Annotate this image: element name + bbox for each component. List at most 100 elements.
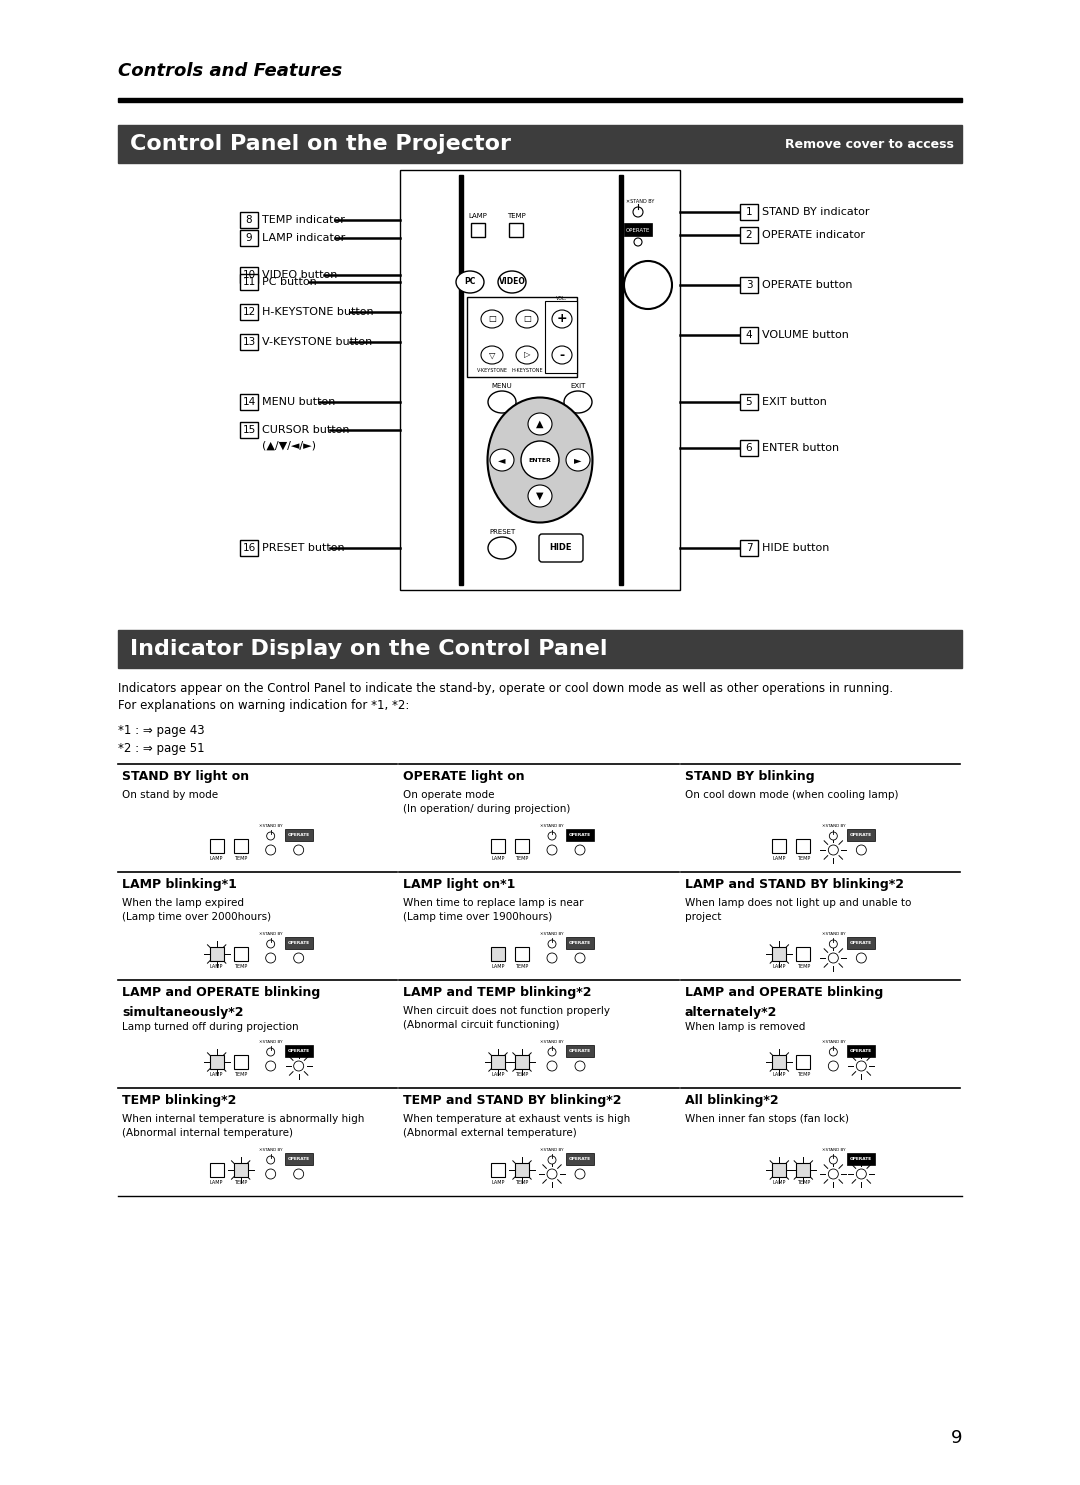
FancyBboxPatch shape bbox=[539, 535, 583, 561]
FancyBboxPatch shape bbox=[566, 829, 594, 841]
Circle shape bbox=[267, 832, 274, 841]
Circle shape bbox=[856, 1169, 866, 1179]
Text: ✕STAND BY: ✕STAND BY bbox=[540, 1040, 564, 1044]
Text: STAND BY blinking: STAND BY blinking bbox=[685, 771, 814, 783]
Text: ENTER button: ENTER button bbox=[762, 443, 839, 453]
Text: PRESET: PRESET bbox=[489, 529, 515, 535]
Text: 5: 5 bbox=[745, 396, 753, 407]
Text: 3: 3 bbox=[745, 281, 753, 290]
Text: ✕STAND BY: ✕STAND BY bbox=[540, 824, 564, 829]
Bar bbox=[459, 175, 462, 585]
Text: TEMP: TEMP bbox=[515, 1072, 528, 1077]
Text: ▽: ▽ bbox=[489, 350, 496, 359]
Ellipse shape bbox=[566, 448, 590, 471]
Text: 1: 1 bbox=[745, 206, 753, 217]
Circle shape bbox=[634, 238, 642, 247]
Text: STAND BY light on: STAND BY light on bbox=[122, 771, 249, 783]
Bar bbox=[240, 275, 258, 290]
Circle shape bbox=[829, 1048, 837, 1056]
Bar bbox=[740, 327, 758, 343]
Circle shape bbox=[575, 845, 585, 855]
Text: All blinking*2: All blinking*2 bbox=[685, 1094, 779, 1106]
FancyBboxPatch shape bbox=[285, 829, 313, 841]
Text: PC: PC bbox=[464, 278, 475, 287]
Text: OPERATE: OPERATE bbox=[569, 1048, 591, 1053]
Text: ✕STAND BY: ✕STAND BY bbox=[626, 199, 654, 203]
Text: OPERATE: OPERATE bbox=[287, 833, 310, 838]
Text: ►: ► bbox=[575, 454, 582, 465]
Circle shape bbox=[828, 1060, 838, 1071]
Text: 14: 14 bbox=[242, 396, 256, 407]
Circle shape bbox=[548, 1048, 556, 1056]
Text: (Abnormal circuit functioning): (Abnormal circuit functioning) bbox=[403, 1020, 559, 1031]
FancyBboxPatch shape bbox=[566, 1045, 594, 1057]
Text: OPERATE: OPERATE bbox=[287, 941, 310, 944]
Text: TEMP: TEMP bbox=[234, 1072, 247, 1077]
Text: HIDE: HIDE bbox=[550, 544, 572, 552]
Circle shape bbox=[266, 1169, 275, 1179]
Text: LAMP: LAMP bbox=[210, 1181, 224, 1185]
Circle shape bbox=[294, 1060, 303, 1071]
Text: 10: 10 bbox=[242, 270, 256, 281]
Text: For explanations on warning indication for *1, *2:: For explanations on warning indication f… bbox=[118, 699, 409, 711]
Text: On stand by mode: On stand by mode bbox=[122, 790, 218, 800]
Text: *2 : ⇒ page 51: *2 : ⇒ page 51 bbox=[118, 742, 204, 754]
Text: MENU: MENU bbox=[491, 383, 512, 389]
Text: V-KEYSTONE: V-KEYSTONE bbox=[476, 368, 508, 373]
Bar bbox=[619, 175, 622, 585]
FancyBboxPatch shape bbox=[285, 937, 313, 949]
Text: PC button: PC button bbox=[262, 278, 316, 287]
Text: VIDEO: VIDEO bbox=[499, 278, 526, 287]
Text: VOLUME button: VOLUME button bbox=[762, 330, 849, 340]
Text: OPERATE: OPERATE bbox=[287, 1157, 310, 1161]
Bar bbox=[210, 1054, 224, 1069]
Bar bbox=[491, 839, 505, 852]
Ellipse shape bbox=[488, 391, 516, 413]
Bar bbox=[240, 304, 258, 319]
Bar bbox=[233, 1054, 247, 1069]
Bar bbox=[240, 334, 258, 350]
Bar bbox=[491, 947, 505, 961]
Text: ENTER: ENTER bbox=[528, 457, 552, 462]
FancyBboxPatch shape bbox=[285, 1045, 313, 1057]
Bar bbox=[233, 1163, 247, 1178]
Text: TEMP: TEMP bbox=[234, 1181, 247, 1185]
Ellipse shape bbox=[487, 398, 593, 523]
Bar bbox=[772, 947, 786, 961]
Text: LAMP and OPERATE blinking: LAMP and OPERATE blinking bbox=[122, 986, 321, 999]
Text: □: □ bbox=[523, 315, 531, 324]
Text: V-KEYSTONE button: V-KEYSTONE button bbox=[262, 337, 373, 347]
Text: OPERATE: OPERATE bbox=[850, 833, 873, 838]
Text: TEMP and STAND BY blinking*2: TEMP and STAND BY blinking*2 bbox=[403, 1094, 622, 1106]
Text: When lamp does not light up and unable to: When lamp does not light up and unable t… bbox=[685, 898, 912, 907]
Text: 8: 8 bbox=[245, 215, 253, 226]
Bar bbox=[796, 1163, 810, 1178]
Bar bbox=[772, 1163, 786, 1178]
Text: project: project bbox=[685, 912, 721, 922]
Text: VOL.: VOL. bbox=[556, 296, 568, 301]
Text: TEMP: TEMP bbox=[797, 855, 810, 861]
Circle shape bbox=[546, 953, 557, 962]
Bar bbox=[240, 422, 258, 438]
Bar bbox=[545, 301, 577, 373]
Text: LAMP blinking*1: LAMP blinking*1 bbox=[122, 878, 237, 891]
Circle shape bbox=[266, 845, 275, 855]
Text: TEMP: TEMP bbox=[234, 855, 247, 861]
Text: alternately*2: alternately*2 bbox=[685, 1005, 777, 1019]
Bar bbox=[210, 947, 224, 961]
Text: TEMP: TEMP bbox=[515, 855, 528, 861]
Ellipse shape bbox=[552, 310, 572, 328]
Text: EXIT: EXIT bbox=[570, 383, 585, 389]
Text: OPERATE button: OPERATE button bbox=[762, 281, 852, 290]
Bar bbox=[772, 839, 786, 852]
Text: LAMP: LAMP bbox=[772, 1181, 786, 1185]
Circle shape bbox=[856, 953, 866, 962]
Text: When lamp is removed: When lamp is removed bbox=[685, 1022, 805, 1032]
Text: OPERATE: OPERATE bbox=[287, 1048, 310, 1053]
Text: LAMP: LAMP bbox=[210, 964, 224, 970]
Text: (Abnormal internal temperature): (Abnormal internal temperature) bbox=[122, 1129, 293, 1138]
Text: LAMP and TEMP blinking*2: LAMP and TEMP blinking*2 bbox=[403, 986, 592, 999]
Text: LAMP: LAMP bbox=[210, 855, 224, 861]
Text: EXIT button: EXIT button bbox=[762, 396, 827, 407]
Ellipse shape bbox=[521, 441, 559, 480]
